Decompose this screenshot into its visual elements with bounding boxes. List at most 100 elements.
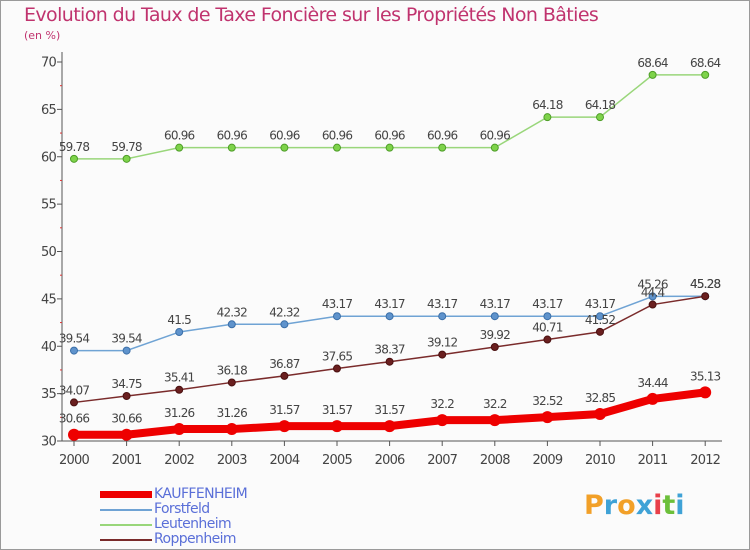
data-point [490, 343, 499, 352]
data-label: 31.57 [269, 403, 300, 417]
data-label: 39.92 [480, 328, 511, 342]
chart-title: Evolution du Taux de Taxe Foncière sur l… [24, 4, 599, 26]
data-label: 41.5 [167, 313, 191, 327]
data-label: 59.78 [111, 140, 142, 154]
data-point [175, 143, 184, 152]
data-point [173, 423, 186, 436]
data-point [594, 407, 606, 420]
x-tick-label: 2007 [427, 453, 457, 468]
logo-letter: r [603, 490, 618, 521]
data-label: 31.26 [217, 406, 248, 420]
data-label: 45.28 [690, 277, 721, 291]
data-point [648, 300, 657, 309]
logo-letter: i [653, 490, 663, 521]
data-label: 39.12 [427, 336, 458, 350]
data-label: 38.37 [374, 343, 405, 357]
x-tick-label: 2009 [532, 453, 562, 468]
y-tick-label: 70 [41, 56, 56, 71]
data-label: 43.17 [427, 297, 458, 311]
data-point [227, 320, 236, 329]
data-label: 60.96 [269, 129, 300, 143]
data-point [596, 327, 604, 336]
data-point [646, 392, 659, 405]
logo-letter: P [584, 490, 604, 521]
data-label: 35.13 [690, 369, 721, 383]
proxiti-logo: Proxiti [584, 490, 685, 521]
y-tick-label: 65 [41, 103, 56, 118]
y-tick-label: 60 [41, 150, 56, 165]
x-tick-label: 2001 [112, 453, 142, 468]
data-label: 60.96 [427, 129, 458, 143]
data-point [541, 411, 554, 424]
data-label: 60.96 [217, 129, 248, 143]
data-label: 34.44 [637, 376, 668, 390]
x-tick-label: 2004 [269, 453, 299, 468]
legend-item-forstfeld: Forstfeld [100, 502, 300, 517]
data-point [120, 428, 133, 441]
legend-item-roppenheim: Roppenheim [100, 532, 300, 547]
y-tick-label: 40 [41, 340, 56, 355]
data-point [122, 154, 131, 163]
y-tick-label: 30 [41, 435, 56, 450]
data-point [596, 113, 604, 122]
data-point [70, 154, 78, 163]
data-label: 43.17 [532, 297, 563, 311]
data-label: 30.66 [59, 412, 90, 426]
data-label: 34.75 [111, 377, 142, 391]
y-tick-label: 55 [41, 198, 56, 213]
x-tick-label: 2002 [164, 453, 194, 468]
data-label: 39.54 [111, 332, 142, 346]
data-label: 59.78 [59, 140, 90, 154]
unit-label: (en %) [24, 29, 61, 42]
data-point [699, 386, 712, 399]
data-point [543, 312, 552, 321]
data-label: 32.52 [532, 394, 563, 408]
data-label: 43.17 [480, 297, 511, 311]
x-tick-label: 2010 [585, 453, 615, 468]
logo-letter: o [617, 490, 636, 521]
data-point [70, 346, 78, 355]
data-point [333, 312, 341, 321]
data-label: 45.28 [690, 277, 721, 291]
data-label: 43.17 [585, 297, 616, 311]
x-tick-label: 2005 [322, 453, 352, 468]
legend-item-leutenheim: Leutenheim [100, 517, 300, 532]
data-point [488, 414, 501, 427]
data-point [648, 70, 657, 79]
data-point [280, 371, 289, 380]
data-label: 64.18 [585, 98, 616, 112]
data-label: 42.32 [269, 305, 300, 319]
data-point [70, 398, 78, 407]
data-label: 31.57 [374, 403, 405, 417]
legend-swatch [100, 491, 152, 498]
data-label: 36.18 [217, 363, 248, 377]
data-point [648, 292, 657, 301]
data-point [490, 143, 499, 152]
data-label: 31.57 [322, 403, 353, 417]
data-point [543, 335, 552, 344]
x-tick-label: 2008 [480, 453, 510, 468]
legend-swatch [100, 509, 152, 511]
data-label: 34.07 [59, 383, 90, 397]
legend-label: Leutenheim [154, 516, 232, 532]
data-point [385, 312, 394, 321]
data-point [122, 391, 131, 400]
data-point [175, 328, 184, 337]
data-label: 40.71 [532, 321, 563, 335]
data-label: 45.26 [637, 277, 668, 291]
data-point [122, 346, 131, 355]
data-point [438, 350, 447, 359]
data-label: 44.4 [641, 286, 665, 300]
data-label: 31.26 [164, 406, 195, 420]
data-point [227, 378, 236, 387]
legend-label: Forstfeld [154, 501, 210, 517]
data-label: 60.96 [374, 129, 405, 143]
data-label: 42.32 [217, 305, 248, 319]
data-point [225, 423, 238, 436]
data-point [333, 364, 341, 373]
logo-letter: i [675, 490, 685, 521]
data-label: 41.52 [585, 313, 616, 327]
data-label: 30.66 [111, 412, 142, 426]
legend: KAUFFENHEIM Forstfeld Leutenheim Roppenh… [100, 487, 300, 547]
legend-item-kauffenheim: KAUFFENHEIM [100, 487, 300, 502]
